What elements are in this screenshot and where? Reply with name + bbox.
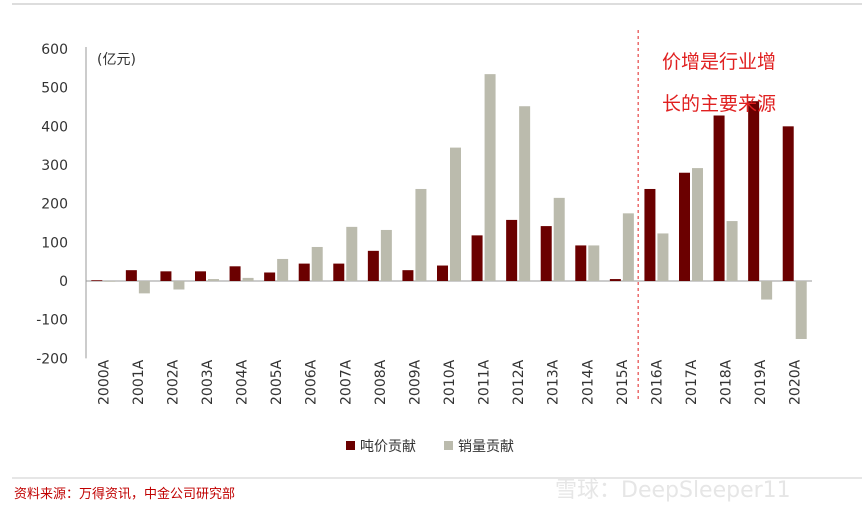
bar-volume-contribution bbox=[553, 197, 565, 281]
watermark: 雪球：DeepSleeper11 bbox=[555, 478, 791, 503]
bar-price-contribution bbox=[644, 188, 656, 281]
bar-price-contribution bbox=[229, 266, 241, 281]
x-tick-label: 2012A bbox=[511, 359, 527, 405]
bar-volume-contribution bbox=[208, 279, 219, 281]
y-tick-label: 400 bbox=[41, 119, 68, 135]
x-tick-label: 2005A bbox=[269, 359, 285, 405]
bar-price-contribution bbox=[471, 235, 483, 281]
x-tick-label: 2006A bbox=[304, 359, 320, 405]
bar-price-contribution bbox=[125, 270, 137, 281]
x-tick-label: 2014A bbox=[580, 359, 596, 405]
bar-volume-contribution bbox=[380, 229, 392, 281]
y-axis: 600 500 400 300 200 100 0 -100 -200 bbox=[36, 42, 812, 367]
bars bbox=[91, 74, 807, 339]
bar-price-contribution bbox=[91, 280, 103, 282]
bar-volume-contribution bbox=[277, 258, 289, 281]
x-tick-label: 2016A bbox=[649, 359, 665, 405]
bar-price-contribution bbox=[748, 101, 760, 281]
x-axis: 2000A 2001A 2002A 2003A 2004A 2005A 2006A 2007A… bbox=[96, 359, 803, 405]
bar-volume-contribution bbox=[726, 221, 738, 281]
bar-price-contribution bbox=[609, 279, 621, 281]
bar-volume-contribution bbox=[692, 168, 703, 281]
bar-volume-contribution bbox=[484, 74, 496, 281]
x-tick-label: 2004A bbox=[235, 359, 251, 405]
legend-swatch-price bbox=[346, 441, 355, 450]
bar-price-contribution bbox=[402, 270, 414, 281]
y-tick-label: -100 bbox=[36, 313, 68, 329]
bar-volume-contribution bbox=[415, 188, 427, 281]
bar-volume-contribution bbox=[450, 147, 461, 281]
bar-price-contribution bbox=[782, 126, 794, 281]
legend-label-price: 吨价贡献 bbox=[360, 439, 416, 455]
legend: 吨价贡献 销量贡献 bbox=[346, 439, 514, 455]
x-tick-label: 2017A bbox=[684, 359, 700, 405]
bar-price-contribution bbox=[437, 265, 448, 281]
bar-price-contribution bbox=[195, 271, 206, 281]
x-tick-label: 2002A bbox=[165, 359, 181, 405]
bar-volume-contribution bbox=[311, 246, 323, 281]
y-tick-label: -200 bbox=[36, 351, 68, 367]
bar-volume-contribution bbox=[588, 245, 600, 281]
bar-price-contribution bbox=[506, 219, 518, 281]
x-tick-label: 2009A bbox=[407, 359, 423, 405]
bar-volume-contribution bbox=[138, 281, 150, 294]
x-tick-label: 2013A bbox=[546, 359, 562, 405]
x-tick-label: 2007A bbox=[338, 359, 354, 405]
bar-price-contribution bbox=[264, 272, 276, 281]
x-tick-label: 2018A bbox=[719, 359, 735, 405]
y-tick-label: 600 bbox=[41, 42, 68, 58]
x-tick-label: 2003A bbox=[200, 359, 216, 405]
bar-volume-contribution bbox=[104, 281, 116, 282]
legend-label-volume: 销量贡献 bbox=[458, 439, 514, 455]
annotation-line-2: 长的主要来源 bbox=[662, 93, 776, 115]
bar-volume-contribution bbox=[519, 106, 531, 281]
y-tick-label: 500 bbox=[41, 81, 68, 97]
y-tick-label: 300 bbox=[41, 158, 68, 174]
x-tick-label: 2001A bbox=[131, 359, 147, 405]
bar-volume-contribution bbox=[173, 281, 185, 290]
bar-price-contribution bbox=[575, 245, 587, 281]
bar-volume-contribution bbox=[622, 213, 634, 281]
x-tick-label: 2015A bbox=[615, 359, 631, 405]
source-note: 资料来源：万得资讯，中金公司研究部 bbox=[14, 486, 235, 502]
x-tick-label: 2019A bbox=[753, 359, 769, 405]
y-tick-label: 200 bbox=[41, 197, 68, 213]
bar-price-contribution bbox=[713, 115, 725, 281]
legend-swatch-volume bbox=[444, 441, 453, 450]
bar-price-contribution bbox=[679, 172, 690, 281]
bar-price-contribution bbox=[160, 271, 172, 281]
bar-volume-contribution bbox=[657, 233, 669, 281]
bar-price-contribution bbox=[540, 226, 552, 281]
bar-volume-contribution bbox=[761, 281, 773, 300]
annotation-line-1: 价增是行业增 bbox=[662, 51, 776, 73]
bar-price-contribution bbox=[298, 263, 310, 281]
x-tick-label: 2000A bbox=[96, 359, 112, 405]
x-tick-label: 2011A bbox=[477, 359, 493, 405]
x-tick-label: 2020A bbox=[788, 359, 804, 405]
y-tick-label: 100 bbox=[41, 235, 68, 251]
bar-price-contribution bbox=[333, 263, 345, 281]
unit-label: (亿元) bbox=[97, 52, 136, 68]
x-tick-label: 2008A bbox=[373, 359, 389, 405]
bar-volume-contribution bbox=[346, 226, 358, 281]
bar-price-contribution bbox=[367, 250, 379, 281]
x-tick-label: 2010A bbox=[442, 359, 458, 405]
bar-volume-contribution bbox=[242, 277, 254, 281]
y-tick-label: 0 bbox=[59, 274, 68, 290]
bar-volume-contribution bbox=[795, 281, 807, 339]
